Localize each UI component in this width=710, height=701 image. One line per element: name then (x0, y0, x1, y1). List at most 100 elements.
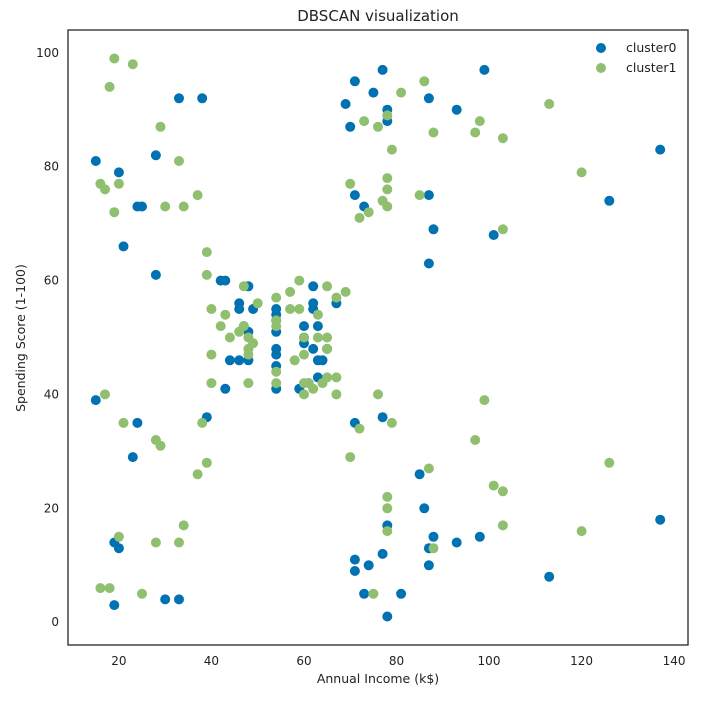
cluster0-point (174, 93, 184, 104)
cluster1-point (178, 520, 189, 531)
cluster1-point (386, 417, 397, 428)
legend-marker (596, 63, 606, 73)
cluster1-point (220, 309, 231, 320)
cluster0-point (150, 150, 161, 161)
cluster1-point (576, 526, 587, 537)
cluster1-point (373, 121, 383, 132)
cluster1-point (419, 76, 430, 87)
legend-label: cluster1 (626, 60, 676, 75)
cluster0-point (377, 548, 388, 559)
cluster0-point (604, 195, 615, 206)
cluster1-point (488, 480, 499, 491)
cluster1-point (95, 583, 106, 594)
cluster1-point (428, 127, 439, 138)
cluster1-point (345, 452, 356, 463)
cluster1-point (271, 378, 282, 389)
cluster1-point (127, 59, 138, 70)
cluster0-point (308, 298, 319, 309)
cluster1-point (206, 304, 217, 314)
cluster0-point (109, 600, 120, 611)
x-tick-label: 120 (570, 654, 593, 668)
cluster1-point (160, 201, 171, 212)
cluster1-point (155, 121, 166, 132)
cluster1-point (497, 520, 508, 531)
cluster0-point (423, 190, 434, 201)
cluster0-point (308, 281, 319, 292)
cluster1-point (285, 286, 296, 297)
series-cluster1 (95, 53, 615, 599)
cluster1-point (368, 588, 379, 599)
cluster1-point (373, 389, 383, 400)
cluster0-point (655, 514, 666, 525)
cluster1-point (345, 178, 356, 189)
cluster1-point (322, 372, 333, 383)
cluster0-point (113, 543, 124, 554)
cluster1-point (271, 315, 282, 326)
cluster1-point (201, 269, 212, 280)
cluster0-point (127, 452, 138, 463)
cluster1-point (382, 526, 393, 537)
cluster0-point (132, 417, 143, 428)
cluster1-point (206, 349, 217, 360)
cluster0-point (220, 275, 231, 286)
cluster1-point (243, 349, 254, 360)
cluster0-point (451, 537, 462, 548)
cluster1-point (137, 588, 147, 599)
legend-item-cluster0: cluster0 (596, 40, 677, 55)
cluster1-point (201, 247, 212, 258)
cluster1-point (382, 503, 393, 514)
cluster0-point (90, 156, 101, 166)
cluster0-point (220, 383, 231, 394)
cluster0-point (118, 241, 129, 252)
series-cluster0 (90, 64, 666, 622)
x-tick-label: 140 (663, 654, 686, 668)
cluster1-point (104, 81, 115, 92)
cluster0-point (488, 230, 499, 240)
cluster1-point (428, 543, 439, 554)
cluster1-point (248, 338, 259, 349)
cluster1-point (118, 417, 129, 428)
cluster1-point (215, 321, 226, 332)
cluster1-point (382, 184, 393, 195)
cluster1-point (382, 110, 393, 121)
cluster1-point (206, 378, 217, 389)
legend-item-cluster1: cluster1 (596, 60, 676, 75)
cluster0-point (137, 201, 147, 212)
cluster0-point (174, 594, 184, 605)
cluster1-point (294, 275, 305, 286)
cluster0-point (317, 355, 328, 366)
cluster1-point (299, 389, 309, 400)
cluster1-point (192, 469, 203, 480)
cluster1-point (174, 156, 184, 166)
legend-label: cluster0 (626, 40, 677, 55)
cluster0-point (363, 560, 374, 571)
y-axis-ticks: 0 20 40 60 80 100 (36, 46, 59, 629)
x-tick-label: 60 (296, 654, 311, 668)
cluster1-point (299, 349, 309, 360)
cluster1-point (238, 321, 249, 332)
y-tick-label: 20 (44, 501, 59, 515)
cluster1-point (423, 463, 434, 474)
cluster1-point (340, 286, 351, 297)
cluster1-point (479, 395, 490, 406)
plot-area (90, 53, 666, 622)
cluster0-point (423, 93, 434, 104)
cluster0-point (544, 571, 555, 582)
cluster1-point (113, 178, 124, 189)
cluster0-point (368, 87, 379, 98)
cluster0-point (428, 531, 439, 542)
cluster1-point (386, 144, 397, 155)
cluster1-point (359, 116, 370, 127)
cluster0-point (655, 144, 666, 155)
x-tick-label: 40 (204, 654, 219, 668)
cluster1-point (271, 366, 282, 377)
cluster1-point (470, 127, 481, 138)
cluster1-point (322, 343, 333, 354)
cluster1-point (331, 389, 342, 400)
cluster1-point (113, 531, 124, 542)
cluster1-point (100, 389, 110, 400)
cluster0-point (423, 560, 434, 571)
cluster0-point (224, 355, 235, 366)
cluster0-point (349, 554, 360, 565)
cluster0-point (359, 588, 370, 599)
